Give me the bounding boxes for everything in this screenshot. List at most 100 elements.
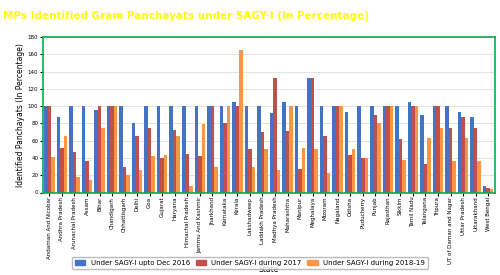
Bar — [332, 106, 336, 192]
Bar — [377, 123, 380, 192]
Bar — [223, 123, 226, 192]
Bar — [194, 106, 198, 192]
Bar — [148, 128, 152, 192]
Bar — [214, 167, 218, 192]
Bar — [398, 139, 402, 192]
Bar — [277, 170, 280, 192]
Bar — [76, 177, 80, 192]
Bar — [252, 167, 255, 192]
Bar — [490, 189, 494, 192]
Bar — [160, 158, 164, 192]
Bar — [182, 106, 186, 192]
Bar — [408, 102, 411, 192]
Bar — [257, 106, 260, 192]
Bar — [186, 154, 189, 192]
Bar — [136, 136, 139, 192]
Bar — [248, 149, 252, 192]
Bar — [64, 136, 67, 192]
Bar — [448, 128, 452, 192]
Bar — [260, 132, 264, 192]
Bar — [94, 111, 98, 192]
Bar — [173, 130, 176, 192]
Bar — [327, 173, 330, 192]
Bar — [89, 180, 92, 192]
Bar — [364, 158, 368, 192]
Bar — [452, 161, 456, 192]
Bar — [298, 169, 302, 192]
Bar — [414, 106, 418, 192]
Bar — [358, 106, 361, 192]
Bar — [220, 106, 223, 192]
Bar — [436, 106, 440, 192]
Bar — [176, 136, 180, 192]
Bar — [85, 161, 89, 192]
Bar — [144, 106, 148, 192]
Bar — [189, 186, 192, 192]
Bar — [427, 138, 430, 192]
Bar — [470, 117, 474, 192]
Bar — [390, 106, 393, 192]
Bar — [370, 106, 374, 192]
Bar — [157, 106, 160, 192]
Bar — [386, 106, 390, 192]
Bar — [345, 112, 348, 192]
Bar — [324, 136, 327, 192]
Bar — [424, 164, 427, 192]
Bar — [164, 155, 168, 192]
Bar — [120, 106, 123, 192]
Bar — [210, 106, 214, 192]
Bar — [478, 161, 481, 192]
Bar — [202, 124, 205, 192]
Bar — [110, 106, 114, 192]
Text: Report: Report — [445, 11, 470, 20]
Bar — [465, 138, 468, 192]
Bar — [486, 188, 490, 192]
Bar — [458, 112, 462, 192]
Bar — [286, 131, 290, 192]
Bar — [132, 123, 136, 192]
Bar — [395, 106, 398, 192]
Bar — [308, 78, 311, 192]
Bar — [264, 149, 268, 192]
Bar — [340, 106, 343, 192]
Bar — [60, 148, 64, 192]
Bar — [107, 106, 110, 192]
Bar — [462, 117, 465, 192]
Bar — [270, 113, 274, 192]
Bar — [98, 106, 102, 192]
Y-axis label: Identified Panchayats (In Percentage): Identified Panchayats (In Percentage) — [16, 43, 25, 187]
Bar — [420, 115, 424, 192]
Bar — [198, 156, 202, 192]
Bar — [244, 106, 248, 192]
Bar — [102, 128, 105, 192]
Bar — [445, 106, 448, 192]
Bar — [51, 157, 54, 192]
Bar — [56, 117, 60, 192]
Bar — [44, 106, 48, 192]
Bar — [295, 106, 298, 192]
Bar — [170, 106, 173, 192]
Bar — [311, 78, 314, 192]
Bar — [320, 106, 324, 192]
Bar — [282, 102, 286, 192]
Bar — [48, 106, 51, 192]
Bar — [432, 106, 436, 192]
Bar — [226, 106, 230, 192]
Bar — [374, 115, 377, 192]
Bar — [361, 158, 364, 192]
Bar — [139, 170, 142, 192]
Bar — [314, 149, 318, 192]
Bar — [474, 128, 478, 192]
Bar — [82, 106, 85, 192]
Bar — [290, 106, 293, 192]
Bar — [152, 156, 155, 192]
Bar — [232, 102, 235, 192]
Text: MPs Identified Gram Panchayats under SAGY-I (In Percentage): MPs Identified Gram Panchayats under SAG… — [4, 11, 370, 21]
Bar — [352, 149, 356, 192]
Bar — [483, 186, 486, 192]
Bar — [207, 106, 210, 192]
Bar — [336, 106, 340, 192]
Bar — [236, 106, 239, 192]
Bar — [402, 160, 406, 192]
Bar — [123, 167, 126, 192]
